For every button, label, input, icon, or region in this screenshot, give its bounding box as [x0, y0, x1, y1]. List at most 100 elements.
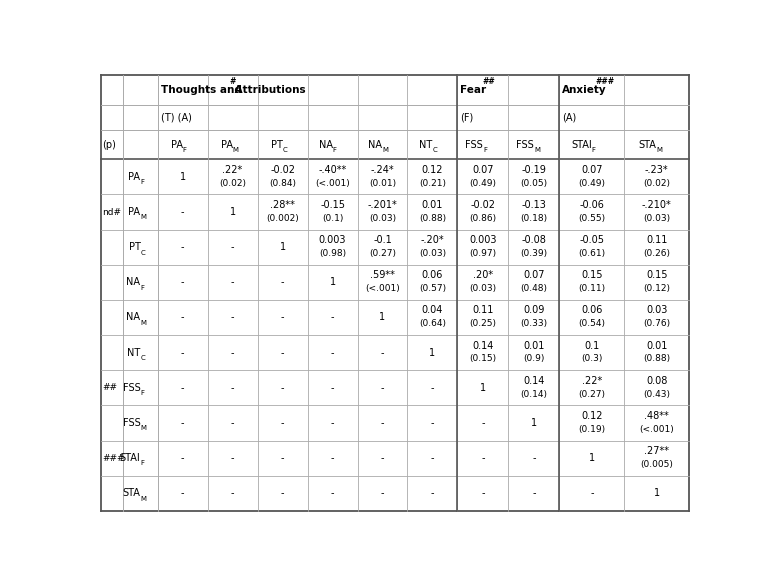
- Text: -0.02: -0.02: [470, 200, 495, 210]
- Text: C: C: [282, 147, 288, 153]
- Text: PA: PA: [221, 140, 232, 150]
- Text: -: -: [331, 313, 334, 323]
- Text: (0.21): (0.21): [419, 179, 446, 188]
- Text: Anxiety: Anxiety: [562, 85, 607, 95]
- Text: (0.49): (0.49): [469, 179, 496, 188]
- Text: (0.18): (0.18): [520, 214, 548, 223]
- Text: 1: 1: [229, 207, 235, 217]
- Text: -: -: [281, 383, 285, 393]
- Text: ##: ##: [102, 383, 117, 392]
- Text: -.24*: -.24*: [370, 165, 394, 175]
- Text: .59**: .59**: [370, 271, 395, 280]
- Text: (0.14): (0.14): [521, 390, 548, 399]
- Text: -0.05: -0.05: [579, 235, 604, 245]
- Text: 1: 1: [480, 383, 486, 393]
- Text: M: M: [140, 320, 146, 326]
- Text: -: -: [231, 242, 235, 252]
- Text: M: M: [232, 147, 239, 153]
- Text: (0.88): (0.88): [644, 354, 670, 364]
- Text: -: -: [331, 383, 334, 393]
- Text: (0.97): (0.97): [469, 249, 496, 258]
- Text: -: -: [380, 418, 384, 428]
- Text: -: -: [532, 488, 535, 498]
- Text: FSS: FSS: [516, 140, 534, 150]
- Text: STAI: STAI: [571, 140, 592, 150]
- Text: 0.01: 0.01: [422, 200, 443, 210]
- Text: .48**: .48**: [644, 411, 669, 421]
- Text: C: C: [140, 250, 145, 255]
- Text: 0.15: 0.15: [581, 271, 603, 280]
- Text: STA: STA: [639, 140, 657, 150]
- Text: (<.001): (<.001): [365, 284, 400, 293]
- Text: -: -: [231, 347, 235, 358]
- Text: -: -: [231, 277, 235, 287]
- Text: F: F: [140, 179, 144, 185]
- Text: M: M: [140, 214, 146, 220]
- Text: (F): (F): [460, 113, 474, 123]
- Text: -: -: [431, 453, 434, 463]
- Text: .22*: .22*: [222, 165, 242, 175]
- Text: Fear: Fear: [460, 85, 490, 95]
- Text: (0.12): (0.12): [644, 284, 670, 293]
- Text: (0.03): (0.03): [644, 214, 670, 223]
- Text: (0.05): (0.05): [520, 179, 548, 188]
- Text: FSS: FSS: [123, 418, 140, 428]
- Text: -0.15: -0.15: [320, 200, 345, 210]
- Text: nd#: nd#: [102, 208, 121, 217]
- Text: -: -: [590, 488, 594, 498]
- Text: -.210*: -.210*: [642, 200, 672, 210]
- Text: -: -: [380, 347, 384, 358]
- Text: -: -: [331, 418, 334, 428]
- Text: C: C: [433, 147, 437, 153]
- Text: NT: NT: [420, 140, 433, 150]
- Text: (0.76): (0.76): [644, 319, 670, 328]
- Text: (0.01): (0.01): [369, 179, 396, 188]
- Text: 1: 1: [589, 453, 595, 463]
- Text: -.23*: -.23*: [645, 165, 669, 175]
- Text: (0.49): (0.49): [578, 179, 605, 188]
- Text: M: M: [140, 495, 146, 502]
- Text: (0.3): (0.3): [581, 354, 603, 364]
- Text: ###: ###: [102, 454, 124, 462]
- Text: NA: NA: [127, 313, 140, 323]
- Text: (0.005): (0.005): [640, 460, 673, 469]
- Text: 0.12: 0.12: [422, 165, 443, 175]
- Text: -: -: [181, 313, 184, 323]
- Text: 0.1: 0.1: [584, 340, 600, 351]
- Text: (0.25): (0.25): [469, 319, 496, 328]
- Text: -: -: [231, 313, 235, 323]
- Text: -: -: [181, 207, 184, 217]
- Text: 0.15: 0.15: [646, 271, 667, 280]
- Text: PA: PA: [128, 207, 140, 217]
- Text: (A): (A): [562, 113, 577, 123]
- Text: -: -: [181, 418, 184, 428]
- Text: (0.55): (0.55): [578, 214, 605, 223]
- Text: -: -: [532, 453, 535, 463]
- Text: Thoughts and: Thoughts and: [160, 85, 242, 95]
- Text: -: -: [380, 453, 384, 463]
- Text: -: -: [481, 488, 485, 498]
- Text: PA: PA: [171, 140, 183, 150]
- Text: ###: ###: [596, 77, 615, 86]
- Text: -: -: [281, 453, 285, 463]
- Text: (0.1): (0.1): [322, 214, 343, 223]
- Text: (<.001): (<.001): [640, 425, 674, 434]
- Text: -.201*: -.201*: [367, 200, 397, 210]
- Text: -: -: [331, 453, 334, 463]
- Text: 0.01: 0.01: [523, 340, 545, 351]
- Text: (0.43): (0.43): [644, 390, 670, 399]
- Text: (0.002): (0.002): [266, 214, 299, 223]
- Text: -: -: [380, 383, 384, 393]
- Text: -.20*: -.20*: [420, 235, 444, 245]
- Text: 0.06: 0.06: [422, 271, 443, 280]
- Text: (0.84): (0.84): [269, 179, 296, 188]
- Text: -: -: [281, 488, 285, 498]
- Text: (0.48): (0.48): [521, 284, 548, 293]
- Text: -: -: [181, 347, 184, 358]
- Text: 0.07: 0.07: [523, 271, 545, 280]
- Text: (0.19): (0.19): [578, 425, 605, 434]
- Text: -: -: [231, 488, 235, 498]
- Text: -: -: [181, 488, 184, 498]
- Text: Attributions: Attributions: [231, 85, 305, 95]
- Text: 0.003: 0.003: [469, 235, 497, 245]
